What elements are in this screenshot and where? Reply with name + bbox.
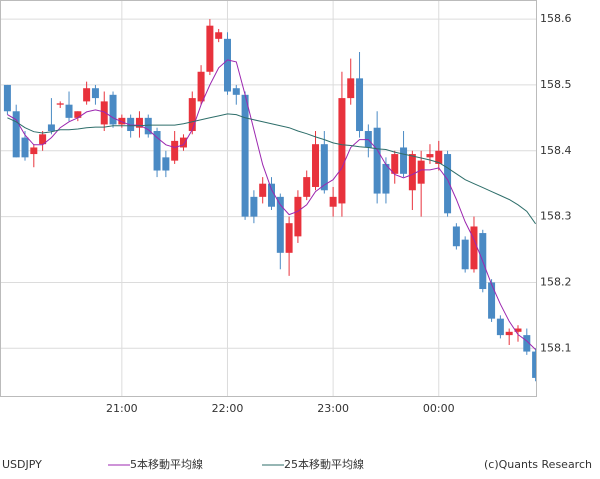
series-name: USDJPY [2,458,42,471]
candle-body [426,154,434,158]
candle-body [320,144,328,191]
candle-body [329,196,337,207]
candle-body [250,196,258,217]
moving-average-line [7,59,536,350]
x-tick-label: 23:00 [317,402,349,415]
candle-body [356,78,364,132]
candle-body [417,160,425,184]
x-tick-label: 00:00 [423,402,455,415]
candle-body [65,104,73,118]
candle-body [118,117,126,125]
candle-body [276,196,284,253]
candle-body [47,124,55,132]
candle-body [470,226,478,270]
source: (c)Quants Research [484,458,592,471]
candle-body [461,239,469,270]
candle-body [285,223,293,253]
candle-body [162,157,170,171]
candle-body [400,147,408,174]
candle-body [197,71,205,102]
candle-body [232,88,240,95]
moving-average-line [7,113,536,225]
candle-body [532,351,536,378]
candle-body [215,32,223,39]
candle-body [408,154,416,191]
candle-body [171,140,179,161]
candle-body [435,150,443,164]
candle-body [223,38,231,92]
candle-body [135,117,143,128]
candle-body [21,137,29,158]
candle-body [488,282,496,319]
y-tick-label: 158.2 [540,275,572,288]
candle-body [188,98,196,132]
y-tick-label: 158.4 [540,144,572,157]
candle-body [391,154,399,174]
y-tick-label: 158.6 [540,12,572,25]
candle-body [452,226,460,247]
candle-body [100,101,108,125]
candle-body [312,144,320,187]
candle-body [523,335,531,352]
candle-body [259,183,267,197]
plot-frame [0,0,537,397]
candle-body [514,328,522,332]
candle-body [179,137,187,148]
candle-body [505,331,513,336]
candle-body [56,103,64,105]
candle-body [382,163,390,194]
candle-body [83,88,91,102]
candle-body [347,78,355,99]
candle-body [444,154,452,214]
candle-body [109,94,117,125]
candle-body [373,127,381,194]
candle-body [496,318,504,336]
candle-body [30,147,38,155]
candle-body [91,88,99,99]
candle-body [74,111,82,118]
legend-label: 5本移動平均線 [130,457,203,471]
candle-body [206,25,214,72]
candle-body [39,134,47,145]
candle-body [12,111,20,158]
x-tick-label: 22:00 [212,402,244,415]
candle-body [241,94,249,217]
x-tick-label: 21:00 [106,402,138,415]
candle-body [294,196,302,237]
candle-body [153,131,161,171]
candle-body [127,117,135,132]
y-tick-label: 158.3 [540,210,572,223]
candle-body [268,183,275,207]
candle-body [144,117,152,135]
candle-body [338,98,346,204]
y-tick-label: 158.5 [540,78,572,91]
plot-area [1,1,536,396]
y-tick-label: 158.1 [540,341,572,354]
legend-label: 25本移動平均線 [284,457,364,471]
candle-body [3,84,11,112]
candle-body [303,177,311,197]
